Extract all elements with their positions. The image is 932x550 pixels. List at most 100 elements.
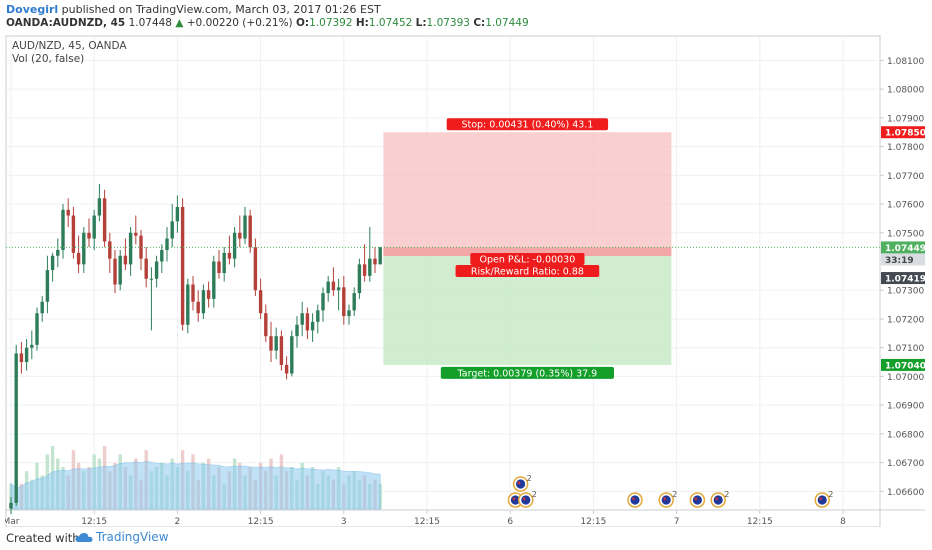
candle-body bbox=[50, 255, 55, 271]
current-price-label-bg bbox=[881, 241, 925, 254]
event-count: 2 bbox=[532, 490, 537, 499]
event-flag-mark bbox=[632, 497, 635, 501]
candle-body bbox=[134, 232, 138, 236]
candle-body bbox=[357, 264, 362, 294]
candle-body bbox=[149, 278, 154, 280]
price-chart[interactable]: 1.08100 1.08000 1.07900 1.07800 1.07700 1.076… bbox=[3, 35, 926, 528]
candle-body bbox=[35, 313, 39, 345]
chart-header: Dovegirl published on TradingView.com, M… bbox=[0, 0, 932, 34]
y-tick-label: 1.07300 bbox=[887, 287, 924, 297]
candle-body bbox=[201, 290, 206, 314]
candle-body bbox=[9, 502, 13, 509]
candle-body bbox=[212, 261, 216, 299]
candle-body bbox=[238, 232, 242, 239]
candle-body bbox=[331, 281, 336, 291]
event-flag-inner bbox=[521, 495, 531, 505]
event-flag-mark bbox=[694, 497, 698, 501]
candle-body bbox=[305, 313, 310, 331]
x-tick-label: 8 bbox=[840, 517, 846, 527]
candle-body bbox=[191, 284, 195, 302]
event-flag-mark bbox=[522, 497, 526, 501]
event-flag-mark bbox=[512, 497, 516, 501]
countdown-label: 33:19 bbox=[885, 256, 914, 266]
y-tick-label: 1.08100 bbox=[887, 57, 924, 67]
stop-label: Stop: 0.00431 (0.40%) 43.1 bbox=[461, 120, 593, 131]
candle-body bbox=[165, 238, 169, 251]
ohlc-close-key: C: bbox=[473, 17, 486, 29]
stop-price-label: 1.07850 bbox=[885, 129, 925, 139]
candle-body bbox=[87, 232, 91, 239]
stop-loss-zone bbox=[383, 132, 672, 257]
ohlc-low-value: 1.07393 bbox=[426, 17, 470, 29]
candle-body bbox=[352, 293, 356, 311]
candle-body bbox=[102, 198, 107, 242]
candle-body bbox=[82, 232, 86, 265]
last-price: 1.07448 bbox=[128, 17, 172, 29]
event-flag-inner bbox=[510, 495, 520, 505]
y-tick-label: 1.07200 bbox=[887, 315, 924, 325]
author-link[interactable]: Dovegirl bbox=[6, 3, 59, 16]
stop-price-label-bg bbox=[881, 126, 925, 139]
candle-body bbox=[258, 290, 263, 314]
tradingview-logo[interactable]: TradingView bbox=[75, 530, 169, 544]
candle-body bbox=[295, 324, 299, 337]
candle-body bbox=[118, 255, 122, 285]
stop-label-bg bbox=[446, 118, 609, 131]
rr-label-bg bbox=[455, 265, 600, 278]
candle-body bbox=[321, 293, 325, 311]
rr-label: Risk/Reward Ratio: 0.88 bbox=[471, 267, 584, 278]
created-with-text: Created with bbox=[6, 531, 80, 545]
published-text: published on TradingView.com, March 03, … bbox=[61, 3, 381, 16]
ohlc-low-key: L: bbox=[415, 17, 427, 29]
y-tick-label: 1.07700 bbox=[887, 172, 924, 182]
candle-body bbox=[24, 347, 29, 363]
y-tick-label: 1.06900 bbox=[887, 402, 924, 412]
candle-body bbox=[40, 301, 44, 314]
target-label-bg bbox=[440, 366, 614, 379]
candle-body bbox=[128, 232, 133, 265]
candle-body bbox=[217, 261, 221, 273]
x-tick-label: 2 bbox=[175, 517, 181, 527]
candle-body bbox=[326, 281, 330, 294]
y-tick-label: 1.07500 bbox=[887, 229, 924, 239]
volume-ma-area bbox=[10, 461, 381, 510]
x-tick-label: 12:15 bbox=[747, 517, 773, 527]
event-flag-mark bbox=[819, 497, 822, 501]
pnl-label: Open P&L: -0.00030 bbox=[480, 255, 576, 266]
x-tick-label: 3 bbox=[341, 517, 347, 527]
candle-body bbox=[170, 221, 174, 239]
open-pnl-band bbox=[383, 247, 672, 257]
y-tick-label: 1.07900 bbox=[887, 114, 924, 124]
candle-body bbox=[362, 264, 367, 276]
candle-body bbox=[186, 284, 190, 325]
candle-body bbox=[206, 290, 211, 299]
event-flag-mark bbox=[715, 497, 718, 501]
candle-body bbox=[71, 215, 76, 253]
event-flag-mark bbox=[663, 497, 666, 501]
candle-body bbox=[19, 353, 24, 363]
footer: Created with TradingView bbox=[0, 527, 932, 550]
y-tick-label: 1.06800 bbox=[887, 430, 924, 440]
candle-body bbox=[56, 250, 60, 256]
candle-body bbox=[113, 258, 117, 285]
candle-body bbox=[269, 336, 273, 351]
candle-body bbox=[300, 313, 304, 325]
y-tick-label: 1.07800 bbox=[887, 143, 924, 153]
event-flag-inner bbox=[661, 495, 671, 505]
candle-body bbox=[368, 258, 372, 276]
candle-body bbox=[30, 344, 34, 348]
x-tick-label: 6 bbox=[507, 517, 513, 527]
y-tick-label: 1.07600 bbox=[887, 201, 924, 211]
y-tick-label: 1.08000 bbox=[887, 86, 924, 96]
ohlc-open-value: 1.07392 bbox=[309, 17, 353, 29]
ohlc-high-value: 1.07452 bbox=[368, 17, 413, 29]
chart-frame[interactable]: 1.08100 1.08000 1.07900 1.07800 1.07700 1.076… bbox=[3, 35, 926, 528]
legend-indicator: Vol (20, false) bbox=[12, 53, 84, 65]
current-price-label: 1.07449 bbox=[885, 244, 925, 254]
candle-body bbox=[342, 287, 346, 317]
candle-body bbox=[97, 198, 102, 216]
target-price-label: 1.07040 bbox=[885, 361, 925, 371]
y-tick-label: 1.06600 bbox=[887, 488, 924, 498]
event-flag-mark bbox=[517, 481, 521, 485]
entry-price-label: 1.07419 bbox=[885, 275, 925, 285]
